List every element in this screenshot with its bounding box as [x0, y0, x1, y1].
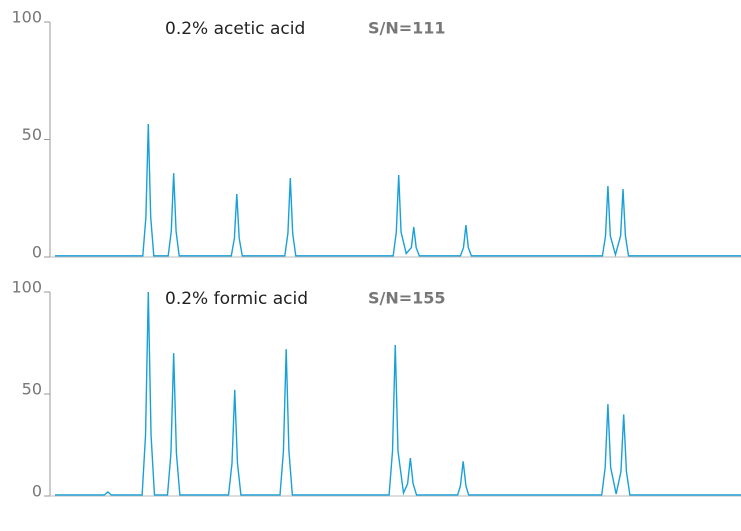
annotation: 0.2% formic acid: [165, 289, 308, 309]
trace: [55, 123, 741, 258]
y-tick-label: 50: [22, 380, 42, 399]
y-tick-label: 50: [22, 125, 42, 144]
annotation: 0.2% acetic acid: [165, 19, 305, 39]
trace: [55, 291, 741, 496]
y-tick-label: 0: [32, 243, 42, 262]
y-tick-label: 100: [11, 278, 42, 297]
annotation: S/N=155: [368, 289, 446, 308]
y-tick-label: 0: [32, 482, 42, 501]
y-tick-label: 100: [11, 8, 42, 27]
annotation: S/N=111: [368, 19, 446, 38]
